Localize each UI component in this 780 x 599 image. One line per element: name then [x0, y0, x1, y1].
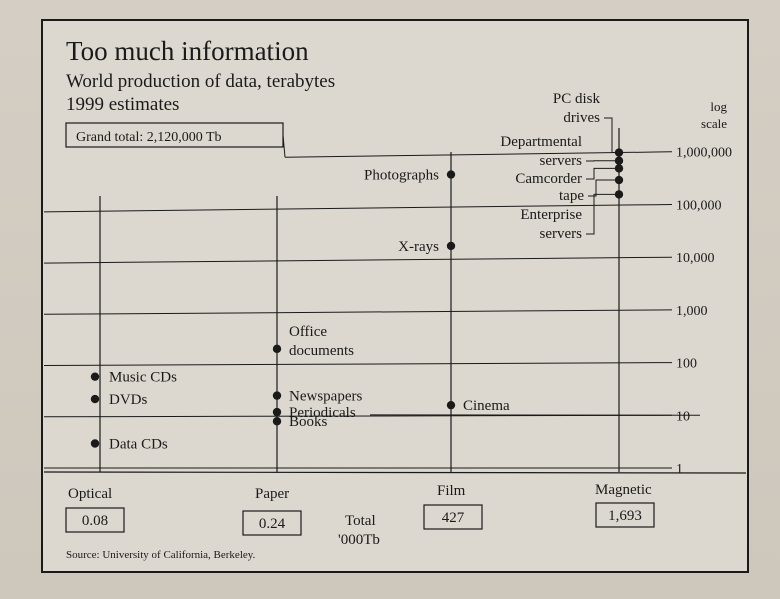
data-point-label: tape: [559, 188, 584, 204]
data-point-leader: [586, 167, 616, 180]
data-point-label: Music CDs: [109, 370, 177, 386]
data-point-label: Photographs: [364, 168, 439, 184]
category-label: Optical: [68, 486, 112, 502]
chart-subtitle: World production of data, terabytes: [66, 71, 335, 92]
scale-note-log: log: [710, 99, 727, 114]
baseline: [43, 471, 747, 474]
data-point: [614, 190, 624, 199]
category-label: Magnetic: [595, 482, 652, 498]
data-point: [272, 344, 282, 354]
data-point: [272, 417, 282, 426]
scale-note-scale: scale: [701, 116, 727, 131]
data-point: [614, 175, 624, 185]
data-point-label: Enterprise: [520, 207, 582, 223]
data-point-label: servers: [540, 153, 583, 169]
data-point: [446, 170, 456, 179]
data-point-label: PC disk: [553, 91, 601, 107]
grand-total-label: Grand total: 2,120,000 Tb: [76, 130, 222, 145]
source-note: Source: University of California, Berkel…: [66, 549, 256, 561]
data-point-label: Office: [289, 324, 327, 340]
category-label: Paper: [255, 486, 289, 502]
data-point-label: DVDs: [109, 392, 147, 408]
gridline-6: [284, 151, 656, 158]
category-total-box: [595, 502, 655, 528]
y-tick-label: 1: [676, 462, 683, 477]
data-point-label: documents: [289, 343, 354, 359]
data-point: [614, 148, 624, 157]
total-label: Total: [345, 513, 376, 529]
chart-title: Too much information: [66, 36, 309, 66]
data-point-leader: [588, 179, 616, 197]
data-point-label: Data CDs: [109, 436, 168, 452]
category-total-box: [65, 507, 125, 533]
total-unit-label: '000Tb: [338, 532, 380, 548]
data-point: [90, 372, 100, 381]
category-label: Film: [437, 483, 466, 499]
data-point-label: Periodicals: [289, 405, 356, 421]
category-total-value: 1,693: [608, 508, 642, 524]
data-point-label: drives: [563, 110, 600, 126]
data-point-label: Cinema: [463, 398, 510, 414]
data-point: [90, 439, 100, 448]
category-total-value: 427: [442, 510, 465, 526]
y-tick-label: 1,000: [676, 304, 708, 319]
data-point: [614, 156, 624, 165]
gridline-4: [43, 256, 656, 264]
data-point-label: servers: [540, 226, 583, 242]
data-point-label: Camcorder: [515, 171, 582, 187]
y-tick-label: 1,000,000: [676, 146, 732, 161]
gridline-5: [43, 204, 656, 213]
grand-total-connector: [282, 134, 286, 158]
data-point-leader: [604, 117, 616, 154]
data-point-label: X-rays: [398, 239, 439, 255]
gridline-2: [43, 362, 656, 367]
category-total-box: [242, 510, 302, 536]
y-tick-label: 10,000: [676, 251, 715, 266]
category-total-value: 0.08: [82, 513, 108, 529]
data-point: [90, 394, 100, 404]
data-point: [446, 241, 456, 251]
data-point: [614, 164, 624, 173]
data-point: [272, 407, 282, 417]
data-point: [272, 391, 282, 400]
data-point-label: Newspapers: [289, 389, 362, 405]
chart-frame: [41, 19, 749, 573]
chart-subtitle-year: 1999 estimates: [66, 94, 179, 115]
data-point-leader: [586, 193, 616, 235]
category-total-box: [423, 504, 483, 530]
data-point-label: Books: [289, 414, 328, 430]
y-tick-label: 10: [676, 409, 690, 424]
data-point: [446, 400, 456, 410]
y-tick-label: 100,000: [676, 198, 722, 213]
category-total-value: 0.24: [259, 516, 286, 532]
y-tick-label: 100: [676, 357, 697, 372]
gridline-3: [43, 309, 656, 315]
data-point-label: Departmental: [500, 134, 582, 150]
